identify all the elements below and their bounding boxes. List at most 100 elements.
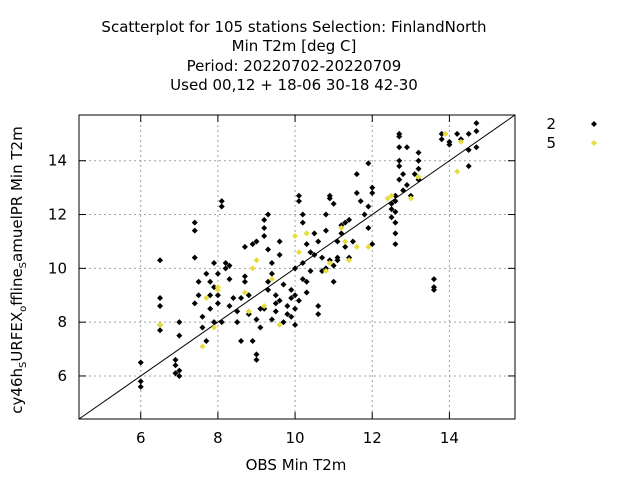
data-point	[288, 294, 295, 301]
data-point	[307, 249, 314, 256]
data-point	[299, 211, 306, 218]
data-point	[473, 144, 480, 151]
x-axis-ticks: 6 8 10 12 14	[136, 115, 459, 447]
data-point	[400, 187, 407, 194]
data-point	[342, 243, 349, 250]
data-point	[157, 303, 164, 310]
data-point	[195, 292, 202, 299]
data-point	[396, 144, 403, 151]
data-point	[280, 281, 287, 288]
data-point	[253, 316, 260, 323]
data-point	[253, 257, 260, 264]
data-point	[415, 173, 422, 180]
data-point	[392, 230, 399, 237]
data-point	[334, 238, 341, 245]
data-point	[276, 238, 283, 245]
data-point	[218, 319, 225, 326]
data-point	[295, 198, 302, 205]
data-point	[276, 297, 283, 304]
data-point	[157, 257, 164, 264]
data-point	[280, 319, 287, 326]
data-point	[303, 241, 310, 248]
data-point	[430, 286, 437, 293]
title-line-4: Used 00,12 + 18-06 30-18 42-30	[170, 76, 418, 94]
legend-label: 2	[546, 115, 556, 133]
data-point	[388, 214, 395, 221]
data-point	[346, 216, 353, 223]
data-point	[265, 286, 272, 293]
data-point	[222, 265, 229, 272]
data-point	[245, 308, 252, 315]
data-point	[172, 370, 179, 377]
legend-marker	[591, 121, 597, 127]
data-point	[157, 321, 164, 328]
data-point	[342, 219, 349, 226]
data-point	[191, 219, 198, 226]
data-point	[176, 332, 183, 339]
data-point	[272, 308, 279, 315]
data-point	[238, 337, 245, 344]
data-point	[392, 198, 399, 205]
data-point	[338, 230, 345, 237]
data-point	[238, 294, 245, 301]
data-point	[191, 254, 198, 261]
data-point	[365, 160, 372, 167]
data-point	[319, 268, 326, 275]
data-point	[176, 319, 183, 326]
x-tick-label: 6	[136, 429, 146, 447]
data-point	[249, 337, 256, 344]
data-point	[207, 278, 214, 285]
data-point	[226, 276, 233, 283]
data-point	[349, 238, 356, 245]
data-point	[276, 251, 283, 258]
data-point	[307, 268, 314, 275]
data-point	[253, 238, 260, 245]
data-point	[473, 120, 480, 127]
title-line-3: Period: 20220702-20220709	[187, 57, 402, 75]
y-axis-ticks: 6 8 10 12 14	[48, 152, 515, 385]
data-point	[322, 227, 329, 234]
data-point	[396, 133, 403, 140]
data-point	[388, 206, 395, 213]
data-point	[211, 324, 218, 331]
data-point	[268, 270, 275, 277]
data-point	[292, 265, 299, 272]
diagonal-1to1-line	[78, 114, 516, 420]
data-point	[176, 372, 183, 379]
data-point	[157, 327, 164, 334]
data-point	[315, 238, 322, 245]
data-point	[214, 286, 221, 293]
y-label-part: ffline	[8, 268, 26, 305]
data-point	[365, 243, 372, 250]
data-point	[261, 233, 268, 240]
data-point	[292, 321, 299, 328]
data-point	[265, 278, 272, 285]
data-point	[292, 233, 299, 240]
y-label-part: cy46h	[8, 368, 26, 414]
title-line-1: Scatterplot for 105 stations Selection: …	[101, 18, 486, 36]
data-point	[261, 303, 268, 310]
y-label-sub: o	[18, 306, 29, 312]
data-point	[284, 303, 291, 310]
data-point	[268, 316, 275, 323]
data-point	[268, 259, 275, 266]
data-point	[230, 294, 237, 301]
data-point	[465, 146, 472, 153]
data-point	[222, 259, 229, 266]
x-tick-label: 14	[440, 429, 459, 447]
data-point	[303, 278, 310, 285]
y-tick-label: 10	[48, 259, 67, 277]
diagonal-line	[78, 114, 516, 420]
data-point	[265, 211, 272, 218]
data-point	[292, 305, 299, 312]
x-tick-label: 8	[213, 429, 223, 447]
data-point	[415, 149, 422, 156]
data-point	[342, 238, 349, 245]
data-point	[446, 141, 453, 148]
data-point	[369, 241, 376, 248]
data-point	[384, 195, 391, 202]
data-point	[253, 351, 260, 358]
data-point	[361, 211, 368, 218]
data-point	[261, 224, 268, 231]
data-point	[299, 276, 306, 283]
